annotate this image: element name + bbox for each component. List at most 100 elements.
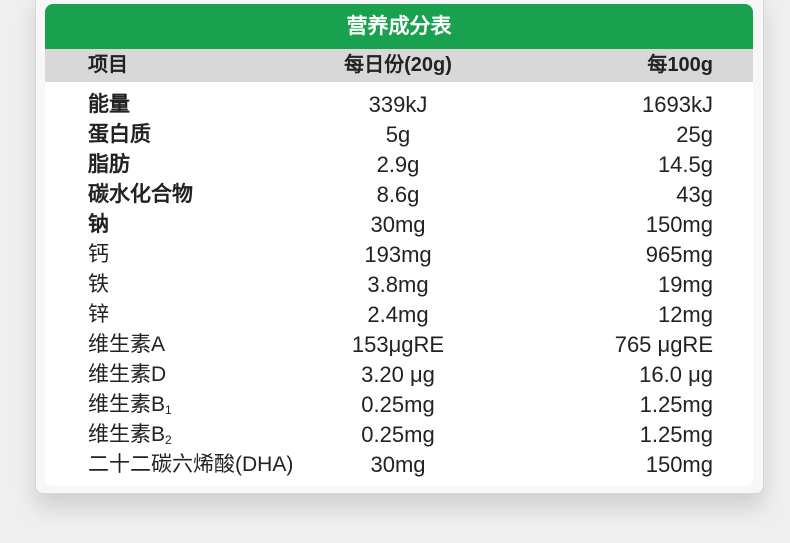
per-100g-value: 12mg	[658, 300, 713, 330]
nutrient-name: 铁	[88, 270, 109, 300]
per-100g-value: 14.5g	[658, 150, 713, 180]
nutrient-name: 钠	[88, 210, 109, 240]
nutrient-name: 脂肪	[88, 150, 130, 180]
per-100g-value: 1.25mg	[640, 420, 713, 450]
per-serving-value-text: 0.25mg	[361, 422, 435, 447]
per-100g-value-text: 150mg	[645, 452, 713, 477]
nutrient-name: 维生素B2	[88, 420, 172, 452]
per-serving-value: 0.25mg	[298, 420, 498, 450]
per-serving-value-text: 8.6g	[376, 182, 420, 207]
per-100g-value: 1.25mg	[640, 390, 713, 420]
per-serving-value-text: 339kJ	[368, 92, 428, 117]
table-row: 铁 3.8mg 19mg	[45, 270, 753, 300]
per-serving-value: 2.9g	[298, 150, 498, 180]
per-serving-value-text: 3.20 μg	[361, 362, 435, 387]
per-serving-value: 3.8mg	[298, 270, 498, 300]
per-100g-value-text: 19mg	[657, 272, 713, 297]
nutrient-name: 维生素B1	[88, 390, 172, 422]
per-100g-value-text: 965mg	[645, 242, 713, 267]
nutrient-name: 能量	[88, 90, 130, 120]
per-100g-value-text: 25g	[676, 122, 713, 147]
nutrient-name: 钙	[88, 240, 109, 270]
nutrient-name: 锌	[88, 300, 109, 330]
per-serving-value-text: 0.25mg	[361, 392, 435, 417]
table-row: 维生素B2 0.25mg 1.25mg	[45, 420, 753, 450]
per-100g-value-text: 12mg	[657, 302, 713, 327]
per-serving-value: 30mg	[298, 210, 498, 240]
nutrient-name: 蛋白质	[88, 120, 151, 150]
per-serving-value: 5g	[298, 120, 498, 150]
table-row: 钙 193mg 965mg	[45, 240, 753, 270]
per-100g-value-text: 43g	[676, 182, 713, 207]
per-100g-value: 150mg	[646, 210, 713, 240]
per-serving-value: 30mg	[298, 450, 498, 480]
per-100g-value-text: 150mg	[645, 212, 713, 237]
table-row: 二十二碳六烯酸(DHA) 30mg 150mg	[45, 450, 753, 480]
per-100g-value: 25g	[676, 120, 713, 150]
nutrient-name-text: 维生素A	[88, 333, 166, 356]
nutrient-name-text: 钠	[88, 213, 109, 236]
per-100g-value-text: 1693kJ	[642, 92, 713, 117]
nutrient-name-text: 维生素B	[88, 423, 166, 446]
table-row: 钠 30mg 150mg	[45, 210, 753, 240]
header-per-100g: 每100g	[647, 54, 713, 76]
per-serving-value: 193mg	[298, 240, 498, 270]
per-serving-value: 153μgRE	[298, 330, 498, 360]
per-serving-value-text: 30mg	[370, 212, 426, 237]
per-100g-value: 765 μgRE	[615, 330, 713, 360]
nutrient-name-text: 二十二碳六烯酸(DHA)	[88, 453, 294, 476]
per-serving-value-text: 30mg	[370, 452, 426, 477]
per-serving-value: 0.25mg	[298, 390, 498, 420]
table-row: 维生素A 153μgRE 765 μgRE	[45, 330, 753, 360]
table-row: 碳水化合物 8.6g 43g	[45, 180, 753, 210]
per-100g-value-text: 765 μgRE	[614, 332, 713, 357]
table-row: 锌 2.4mg 12mg	[45, 300, 753, 330]
header-item: 项目	[88, 54, 128, 76]
nutrient-name-text: 铁	[88, 273, 109, 296]
per-100g-value-text: 16.0 μg	[639, 362, 713, 387]
nutrient-name: 碳水化合物	[88, 180, 193, 210]
nutrient-name-text: 脂肪	[88, 153, 130, 176]
table-row: 维生素B1 0.25mg 1.25mg	[45, 390, 753, 420]
table-row: 能量 339kJ 1693kJ	[45, 90, 753, 120]
per-serving-value-text: 153μgRE	[351, 332, 445, 357]
subscript: 1	[165, 403, 172, 417]
nutrient-name-text: 维生素D	[88, 363, 167, 386]
per-serving-value: 339kJ	[298, 90, 498, 120]
per-100g-value: 1693kJ	[642, 90, 713, 120]
nutrition-table: 营养成分表 项目 每日份(20g) 每100g 能量 339kJ 1693kJ 蛋白质…	[45, 4, 753, 486]
nutrient-name-text: 蛋白质	[88, 123, 151, 146]
per-serving-value-text: 5g	[385, 122, 411, 147]
per-serving-value: 3.20 μg	[298, 360, 498, 390]
per-100g-value: 965mg	[646, 240, 713, 270]
nutrient-name: 维生素A	[88, 330, 165, 360]
subscript: 2	[165, 433, 172, 447]
per-100g-value: 19mg	[658, 270, 713, 300]
table-body: 能量 339kJ 1693kJ 蛋白质 5g 25g 脂肪 2.9g 14.5g 碳水化合物 8.6…	[45, 90, 753, 480]
per-100g-value: 150mg	[646, 450, 713, 480]
table-title: 营养成分表	[45, 4, 753, 49]
per-100g-value: 43g	[676, 180, 713, 210]
nutrient-name-text: 碳水化合物	[88, 183, 193, 206]
nutrient-name: 维生素D	[88, 360, 166, 390]
per-100g-value-text: 14.5g	[657, 152, 713, 177]
table-row: 脂肪 2.9g 14.5g	[45, 150, 753, 180]
per-100g-value-text: 1.25mg	[639, 392, 713, 417]
nutrient-name-text: 维生素B	[88, 393, 166, 416]
nutrient-name-text: 钙	[88, 243, 109, 266]
nutrient-name-text: 锌	[88, 303, 109, 326]
column-header-row: 项目 每日份(20g) 每100g	[45, 49, 753, 82]
table-row: 蛋白质 5g 25g	[45, 120, 753, 150]
per-100g-value-text: 1.25mg	[639, 422, 713, 447]
nutrient-name-text: 能量	[88, 93, 130, 116]
header-per-serving: 每日份(20g)	[344, 54, 452, 76]
table-row: 维生素D 3.20 μg 16.0 μg	[45, 360, 753, 390]
per-serving-value-text: 3.8mg	[367, 272, 429, 297]
per-serving-value-text: 2.9g	[376, 152, 420, 177]
per-serving-value: 8.6g	[298, 180, 498, 210]
per-100g-value: 16.0 μg	[639, 360, 713, 390]
per-serving-value-text: 193mg	[364, 242, 432, 267]
nutrient-name: 二十二碳六烯酸(DHA)	[88, 450, 293, 480]
per-serving-value: 2.4mg	[298, 300, 498, 330]
per-serving-value-text: 2.4mg	[367, 302, 429, 327]
